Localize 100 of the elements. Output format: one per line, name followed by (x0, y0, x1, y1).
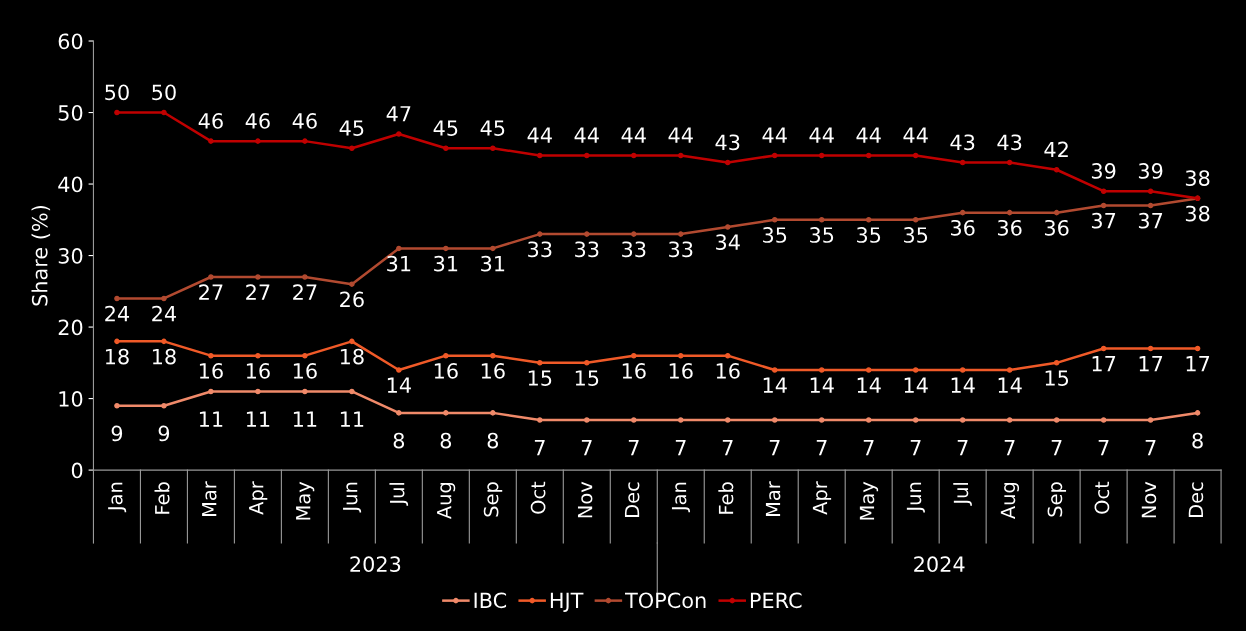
point (161, 109, 167, 116)
point (724, 224, 731, 230)
point (537, 360, 543, 366)
data-label: 7 (769, 440, 780, 456)
data-label: 15 (575, 370, 599, 386)
x-tick-label: Dec (624, 482, 640, 517)
data-label: 35 (857, 227, 881, 243)
data-label: 17 (1092, 356, 1116, 372)
point (255, 274, 261, 280)
x-tick-label: Feb (154, 482, 170, 514)
point (349, 338, 355, 345)
point (912, 152, 919, 159)
data-label: 45 (433, 120, 458, 136)
data-label: 15 (528, 370, 552, 386)
point (1053, 166, 1060, 173)
data-label: 16 (293, 362, 317, 379)
data-label: 8 (487, 432, 499, 449)
data-label: 36 (1044, 219, 1069, 236)
data-label: 14 (810, 377, 834, 393)
point (1147, 202, 1154, 209)
point (677, 231, 684, 237)
data-label: 24 (105, 305, 130, 322)
data-label: 7 (581, 440, 592, 456)
data-label: 7 (675, 440, 686, 456)
data-label: 46 (292, 113, 317, 129)
point (677, 417, 684, 423)
y-tick-label: 50 (58, 104, 83, 121)
data-label: 31 (434, 255, 458, 272)
data-label: 7 (1004, 440, 1015, 456)
point (818, 217, 825, 223)
point (1147, 345, 1154, 352)
point (537, 231, 543, 237)
point (677, 352, 684, 359)
data-label: 34 (716, 234, 740, 251)
data-label: 7 (1098, 440, 1109, 456)
data-label: 27 (199, 284, 223, 300)
data-label: 33 (669, 241, 693, 258)
data-label: 44 (809, 127, 834, 143)
data-label: 33 (575, 241, 599, 258)
x-tick-label: Apr (812, 481, 832, 515)
y-tick-label: 10 (59, 391, 83, 407)
point (1147, 417, 1154, 423)
point (1006, 367, 1013, 373)
point (208, 352, 214, 359)
point (114, 295, 120, 302)
point (490, 352, 496, 359)
data-label: 16 (716, 362, 740, 379)
point (396, 131, 402, 137)
data-label: 31 (481, 255, 505, 272)
data-label: 44 (621, 127, 646, 143)
data-label: 7 (534, 440, 545, 456)
data-label: 16 (622, 362, 646, 379)
data-label: 8 (1192, 432, 1203, 449)
point (114, 338, 120, 345)
data-label: 42 (1044, 141, 1068, 158)
point (302, 274, 308, 280)
point (443, 352, 449, 359)
data-label: 46 (245, 113, 270, 129)
point (818, 367, 825, 373)
point (584, 152, 590, 159)
point (1100, 202, 1107, 209)
point (912, 367, 919, 373)
point (443, 145, 449, 152)
point (1053, 360, 1060, 366)
x-tick-label: Jul (953, 483, 972, 506)
point (959, 367, 966, 373)
data-label: 15 (1045, 370, 1069, 386)
data-label: 44 (903, 127, 928, 143)
point (490, 145, 496, 152)
data-label: 7 (910, 440, 921, 456)
point (865, 152, 872, 159)
point (865, 417, 872, 423)
point (724, 417, 731, 423)
data-label: 7 (1051, 440, 1062, 456)
data-label: 7 (863, 440, 874, 456)
point (677, 152, 684, 159)
point (818, 417, 825, 423)
point (1006, 159, 1013, 166)
data-label: 9 (158, 425, 170, 442)
x-tick-label: May (296, 481, 315, 520)
point (959, 209, 966, 216)
data-label: 27 (293, 284, 317, 300)
x-tick-label: Mar (765, 481, 781, 516)
data-label: 44 (574, 127, 599, 143)
data-label: 18 (152, 348, 176, 365)
legend-label: HJT (550, 592, 584, 613)
y-axis-title: Share (%) (31, 205, 51, 306)
point (161, 402, 167, 409)
point (771, 417, 778, 423)
x-tick-label: Apr (249, 481, 268, 515)
data-label: 35 (763, 227, 787, 243)
data-label: 35 (904, 227, 928, 243)
point (771, 152, 778, 159)
data-label: 17 (1139, 356, 1163, 372)
x-tick-label: Mar (202, 481, 217, 516)
data-label: 43 (715, 134, 740, 151)
data-label: 11 (340, 411, 364, 427)
x-tick-label: Oct (1094, 481, 1110, 514)
data-label: 36 (951, 219, 975, 236)
x-tick-label: Aug (437, 482, 456, 520)
